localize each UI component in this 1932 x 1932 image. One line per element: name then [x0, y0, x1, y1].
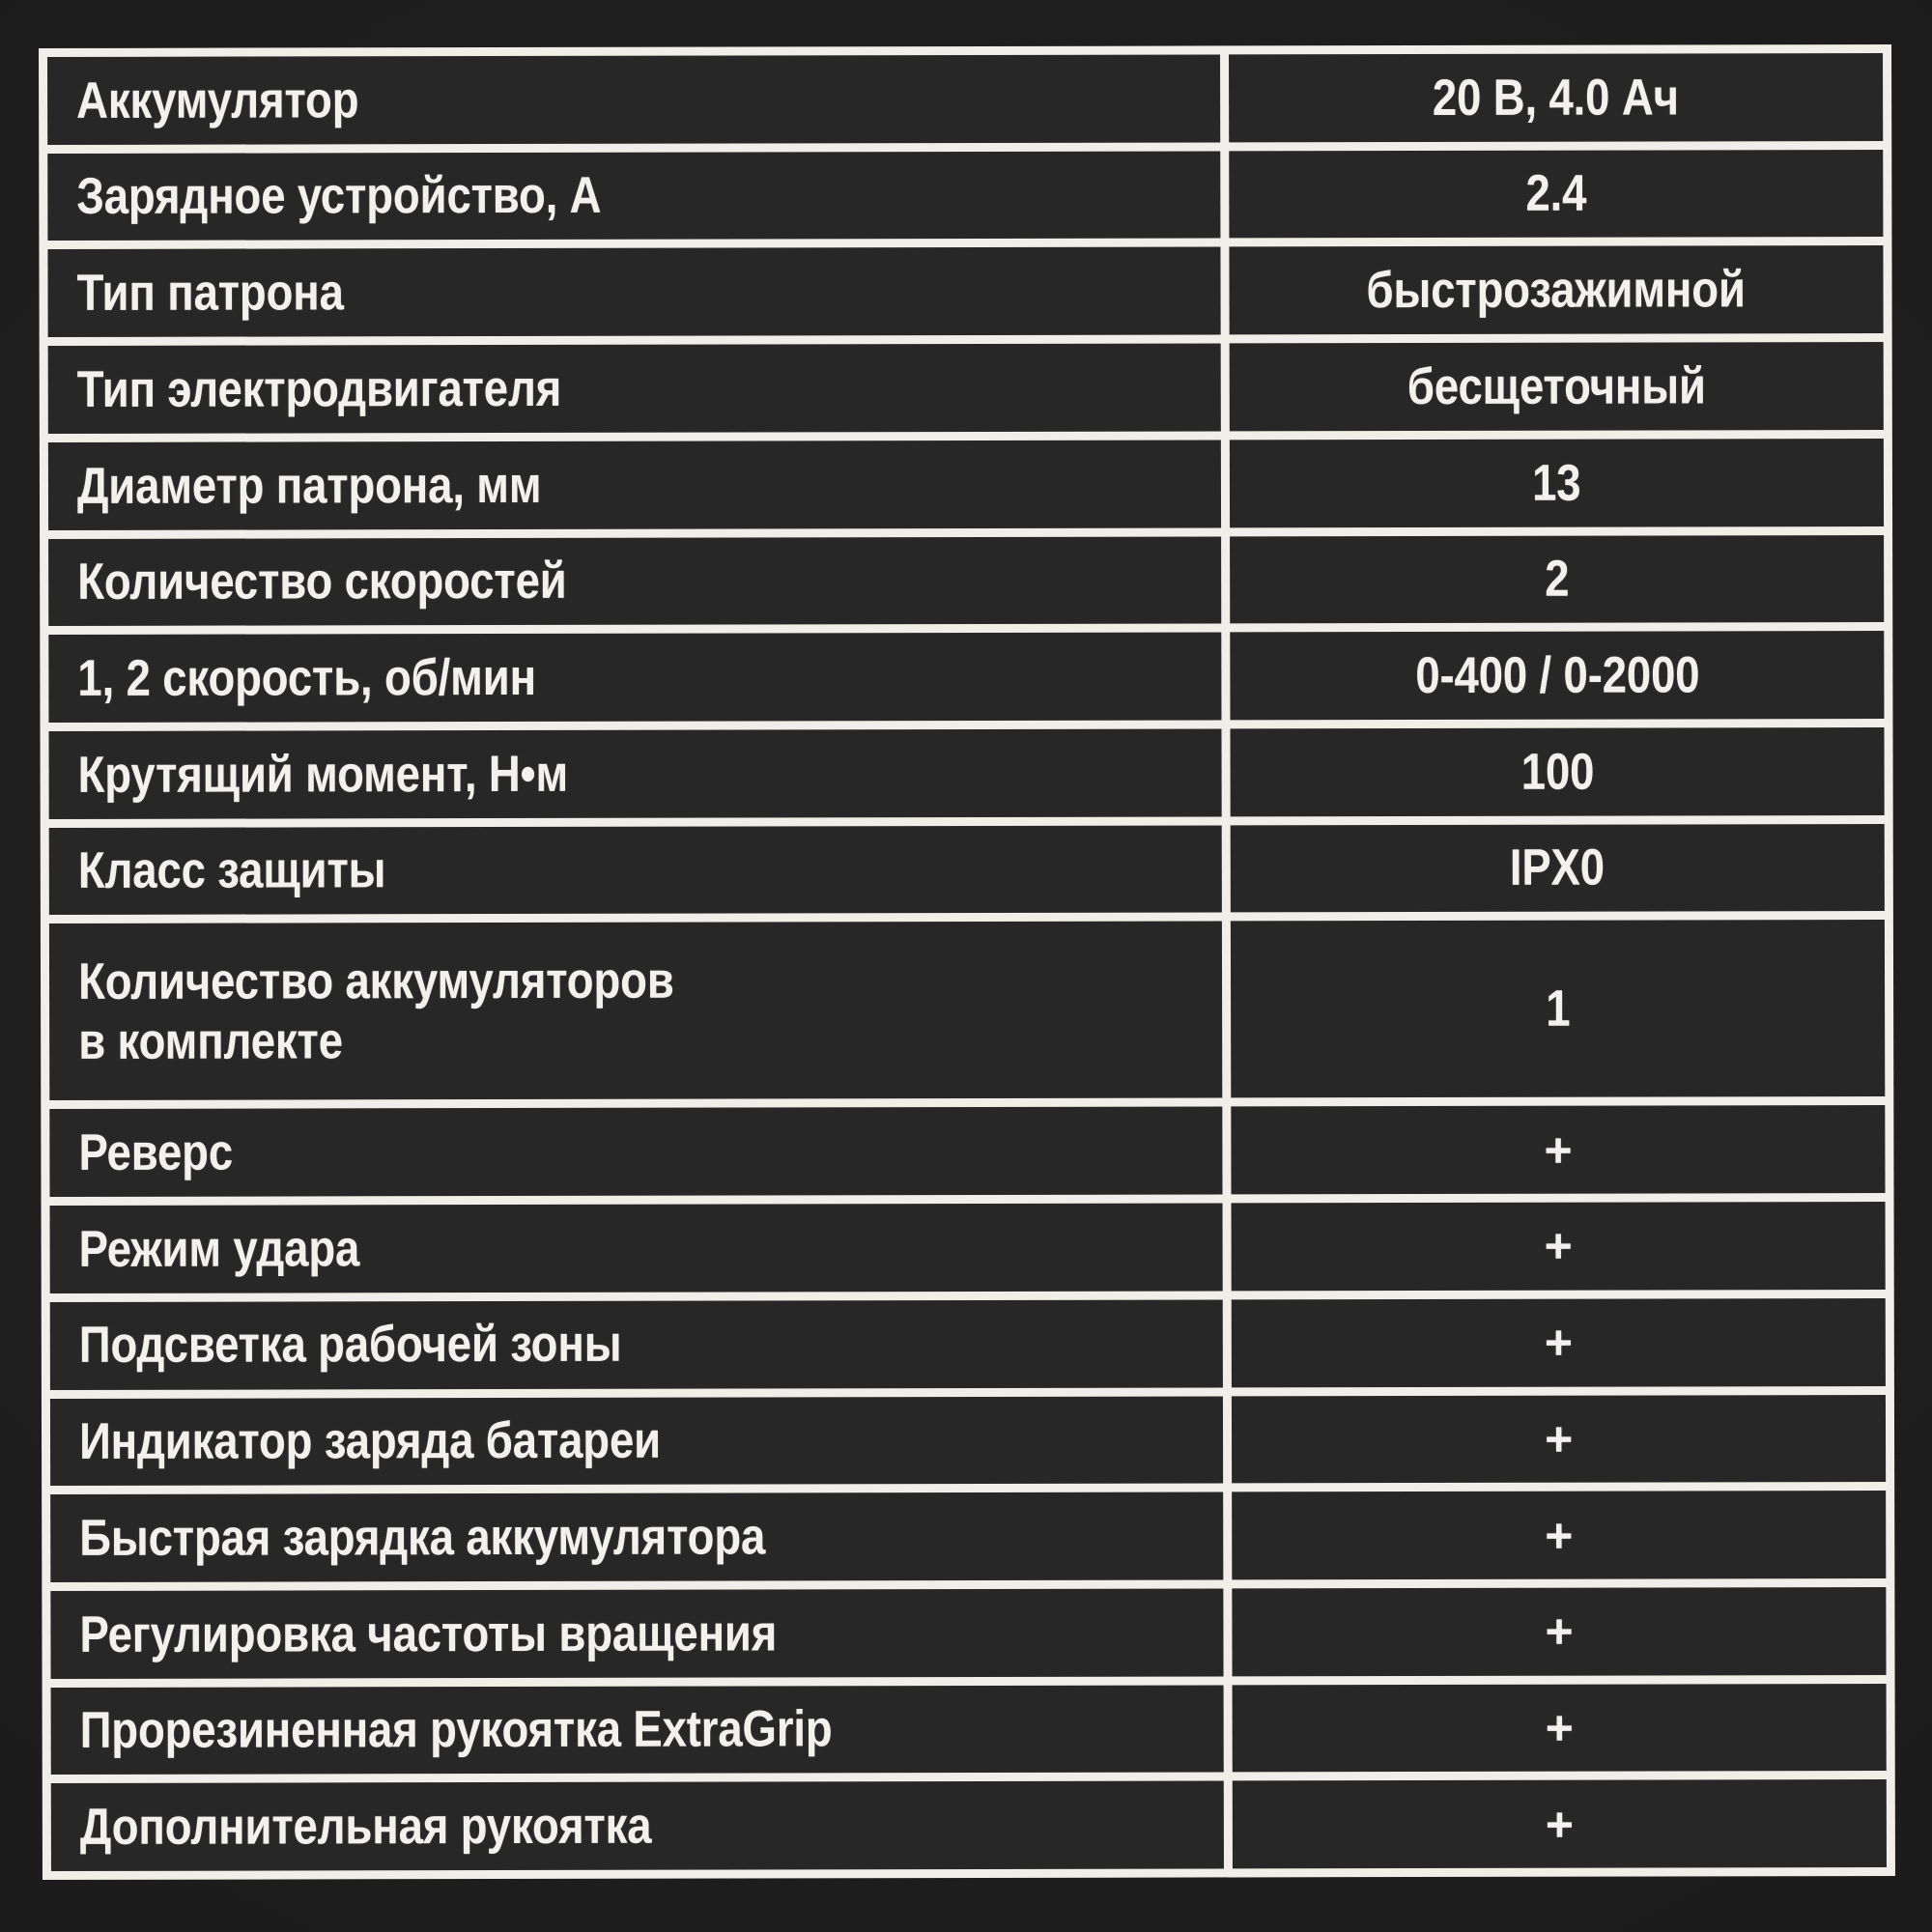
spec-label-text: Количество скоростей: [77, 553, 567, 611]
spec-label-text: Подсветка рабочей зоны: [78, 1316, 622, 1375]
spec-label-cell: Подсветка рабочей зоны: [49, 1299, 1223, 1390]
spec-value-text: +: [1545, 1508, 1574, 1563]
spec-value-cell: 2.4: [1229, 149, 1884, 239]
specifications-table: Аккумулятор 20 В, 4.0 Ач Зарядное устройст…: [39, 43, 1895, 1881]
spec-label-cell: Аккумулятор: [47, 54, 1221, 145]
spec-label-text: Реверс: [78, 1123, 234, 1181]
spec-value-text: +: [1544, 1219, 1573, 1274]
spec-label-cell: Количество скоростей: [48, 536, 1222, 627]
table-row: Прорезиненная рукоятка ExtraGrip +: [50, 1683, 1887, 1776]
spec-label-cell: 1, 2 скорость, об/мин: [48, 632, 1222, 724]
spec-value-cell: 20 В, 4.0 Ач: [1229, 53, 1884, 143]
spec-value-text: +: [1544, 1315, 1573, 1370]
table-row: Режим удара +: [49, 1202, 1886, 1293]
spec-label-cell: Количество аккумуляторов в комплекте: [48, 921, 1223, 1101]
spec-value-cell: 13: [1229, 438, 1885, 528]
table-row: Регулировка частоты вращения +: [50, 1586, 1887, 1679]
spec-value-cell: 1: [1230, 920, 1886, 1098]
spec-label-cell: Быстрая зарядка аккумулятора: [50, 1492, 1224, 1582]
spec-label-cell: Класс защиты: [48, 825, 1222, 916]
table-row: 1, 2 скорость, об/мин 0-400 / 0-2000: [48, 631, 1885, 724]
table-row: Диаметр патрона, мм 13: [47, 438, 1885, 530]
table-row: Количество скоростей 2: [48, 534, 1885, 627]
spec-label-cell: Реверс: [49, 1106, 1223, 1198]
table-row: Тип патрона быстрозажимной: [47, 245, 1884, 338]
spec-value-cell: +: [1232, 1586, 1887, 1677]
spec-value-text: +: [1545, 1700, 1574, 1755]
spec-label-text: Крутящий момент, Н•м: [77, 745, 569, 804]
spec-label-text: Индикатор заряда батареи: [78, 1411, 662, 1471]
spec-value-text: 2.4: [1525, 164, 1587, 223]
spec-value-text: +: [1545, 1797, 1574, 1852]
spec-label-text: Быстрая зарядка аккумулятора: [79, 1508, 766, 1567]
spec-label-text: Регулировка частоты вращения: [79, 1604, 778, 1663]
table-row: Подсветка рабочей зоны +: [49, 1297, 1886, 1390]
table-row: Индикатор заряда батареи +: [49, 1394, 1887, 1487]
spec-value-cell: +: [1231, 1394, 1887, 1484]
spec-value-cell: +: [1232, 1779, 1887, 1869]
spec-label-text: Диаметр патрона, мм: [76, 456, 542, 515]
spec-label-text: Прорезиненная рукоятка ExtraGrip: [79, 1700, 833, 1760]
table-row: Тип электродвигателя бесщеточный: [47, 342, 1884, 434]
spec-value-text: 20 В, 4.0 Ач: [1433, 69, 1680, 127]
spec-label-text: Аккумулятор: [76, 71, 359, 129]
table-row: Аккумулятор 20 В, 4.0 Ач: [47, 53, 1884, 145]
spec-value-text: быстрозажимной: [1366, 261, 1747, 320]
spec-label-cell: Диаметр патрона, мм: [47, 440, 1222, 530]
spec-value-text: +: [1545, 1605, 1574, 1660]
table-row: Дополнительная рукоятка +: [50, 1779, 1887, 1872]
spec-label-cell: Зарядное устройство, А: [47, 151, 1221, 242]
spec-value-cell: 2: [1230, 534, 1885, 624]
spec-value-cell: +: [1231, 1297, 1886, 1387]
table-row: Класс защиты IPX0: [48, 823, 1885, 916]
table-row: Зарядное устройство, А 2.4: [47, 149, 1884, 242]
spec-value-cell: 0-400 / 0-2000: [1230, 631, 1885, 721]
spec-label-cell: Прорезиненная рукоятка ExtraGrip: [50, 1685, 1224, 1776]
spec-label-cell: Режим удара: [49, 1203, 1223, 1293]
spec-value-text: +: [1544, 1411, 1574, 1466]
spec-value-cell: бесщеточный: [1229, 342, 1884, 432]
spec-label-text: Тип патрона: [76, 264, 344, 322]
spec-label-cell: Тип электродвигателя: [47, 343, 1221, 434]
spec-value-text: +: [1544, 1122, 1573, 1178]
spec-value-text: 13: [1532, 454, 1581, 512]
spec-label-cell: Крутящий момент, Н•м: [48, 728, 1222, 819]
spec-value-cell: IPX0: [1230, 823, 1885, 913]
spec-label-cell: Дополнительная рукоятка: [50, 1780, 1224, 1872]
table-row: Реверс +: [49, 1105, 1886, 1198]
spec-value-cell: +: [1232, 1491, 1887, 1580]
spec-value-cell: быстрозажимной: [1229, 245, 1884, 335]
table-row: Количество аккумуляторов в комплекте 1: [48, 920, 1886, 1101]
spec-value-cell: +: [1231, 1202, 1886, 1292]
spec-value-text: 1: [1545, 980, 1571, 1037]
spec-label-text: Класс защиты: [77, 841, 386, 900]
spec-value-cell: 100: [1230, 727, 1885, 817]
spec-value-text: IPX0: [1510, 838, 1605, 897]
spec-value-text: бесщеточный: [1406, 357, 1706, 415]
spec-label-cell: Индикатор заряда батареи: [49, 1395, 1224, 1487]
spec-value-text: 0-400 / 0-2000: [1414, 646, 1699, 704]
spec-label-text: Количество аккумуляторов в комплекте: [77, 952, 674, 1070]
spec-label-text: Режим удара: [78, 1220, 360, 1278]
spec-label-cell: Регулировка частоты вращения: [50, 1588, 1224, 1679]
spec-value-cell: +: [1231, 1105, 1886, 1195]
spec-value-cell: +: [1232, 1683, 1887, 1773]
spec-label-text: Зарядное устройство, А: [76, 167, 602, 226]
spec-label-text: Тип электродвигателя: [76, 359, 562, 418]
table-row: Быстрая зарядка аккумулятора +: [50, 1491, 1887, 1582]
spec-label-text: Дополнительная рукоятка: [79, 1797, 652, 1856]
table-row: Крутящий момент, Н•м 100: [48, 727, 1885, 819]
spec-value-text: 2: [1545, 550, 1570, 608]
spec-label-cell: Тип патрона: [47, 246, 1221, 338]
spec-value-text: 100: [1520, 743, 1594, 801]
spec-label-text: 1, 2 скорость, об/мин: [77, 648, 536, 707]
